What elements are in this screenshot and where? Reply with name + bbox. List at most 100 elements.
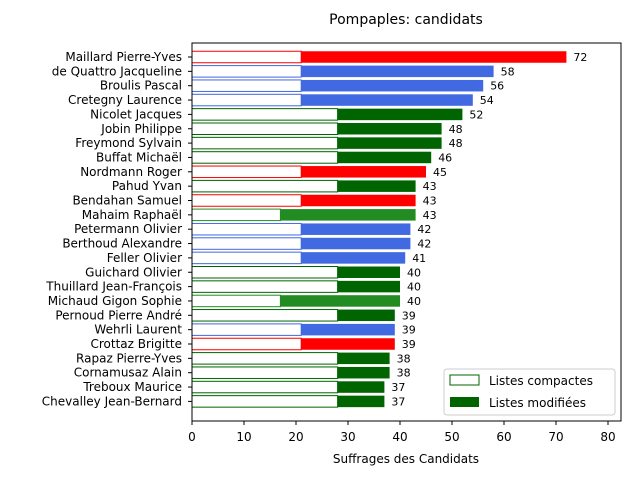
y-tick-label: Wehrli Laurent bbox=[94, 323, 182, 337]
bar-compact bbox=[191, 208, 281, 222]
bar-modified bbox=[301, 252, 406, 264]
value-label: 37 bbox=[391, 395, 405, 408]
legend-label-modified: Listes modifiées bbox=[489, 396, 586, 410]
value-label: 58 bbox=[501, 65, 515, 78]
bar-compact bbox=[191, 395, 339, 408]
y-tick-label: Maillard Pierre-Yves bbox=[65, 50, 182, 64]
value-label: 43 bbox=[423, 209, 437, 222]
bar-compact bbox=[191, 280, 339, 293]
bar-modified bbox=[337, 366, 390, 379]
bar-modified bbox=[301, 323, 395, 336]
x-tick-label: 80 bbox=[600, 430, 615, 444]
bar-modified bbox=[337, 352, 390, 365]
x-tick-label: 50 bbox=[444, 430, 459, 444]
bar-compact bbox=[191, 93, 302, 107]
legend-swatch-modified bbox=[450, 397, 479, 407]
value-labels: 7258565452484846454343434242414040403939… bbox=[391, 51, 587, 408]
value-label: 56 bbox=[490, 80, 504, 93]
y-tick-label: Berthoud Alexandre bbox=[62, 237, 182, 251]
value-label: 42 bbox=[417, 223, 431, 236]
value-label: 72 bbox=[573, 51, 587, 64]
legend-label-compact: Listes compactes bbox=[489, 374, 593, 388]
value-label: 38 bbox=[397, 352, 411, 365]
value-label: 43 bbox=[423, 180, 437, 193]
y-tick-label: Nicolet Jacques bbox=[90, 107, 182, 121]
bar-modified bbox=[337, 280, 400, 293]
value-label: 38 bbox=[397, 367, 411, 380]
legend-swatch-compact bbox=[449, 374, 480, 386]
bar-compact bbox=[191, 352, 339, 365]
bar-compact bbox=[191, 294, 281, 308]
y-tick-label: Bendahan Samuel bbox=[72, 194, 182, 208]
bar-modified bbox=[337, 151, 432, 164]
x-axis-ticks: 0 10 20 30 40 50 60 70 80 bbox=[188, 421, 616, 444]
value-label: 52 bbox=[469, 108, 483, 121]
value-label: 40 bbox=[407, 266, 421, 279]
y-tick-label: Pahud Yvan bbox=[112, 179, 182, 193]
legend: Listes compactes Listes modifiées bbox=[443, 368, 616, 416]
y-tick-label: Mahaim Raphaël bbox=[82, 208, 182, 222]
y-tick-label: Jobin Philippe bbox=[100, 122, 182, 136]
x-tick-label: 20 bbox=[288, 430, 303, 444]
bar-modified bbox=[280, 295, 400, 307]
bar-modified bbox=[337, 309, 395, 322]
bar-compact bbox=[191, 251, 302, 265]
bar-modified bbox=[280, 209, 416, 221]
y-tick-label: Michaud Gigon Sophie bbox=[48, 294, 182, 308]
y-tick-label: Broulis Pascal bbox=[100, 79, 182, 93]
bar-compact bbox=[191, 165, 302, 179]
y-tick-label: Rapaz Pierre-Yves bbox=[76, 351, 182, 365]
plot-frame bbox=[191, 42, 622, 422]
bar-modified bbox=[337, 266, 400, 278]
x-tick-label: 70 bbox=[548, 430, 563, 444]
bar-compact bbox=[191, 266, 339, 279]
bar-modified bbox=[301, 223, 411, 235]
bar-compact bbox=[191, 122, 339, 135]
legend-box bbox=[443, 368, 616, 416]
bar-modified bbox=[301, 94, 473, 106]
value-label: 39 bbox=[402, 309, 416, 322]
bar-compact bbox=[191, 194, 302, 207]
x-tick-label: 30 bbox=[340, 430, 355, 444]
bar-compact bbox=[191, 79, 302, 92]
x-tick-label: 60 bbox=[496, 430, 511, 444]
bar-modified bbox=[337, 123, 442, 135]
bar-compact bbox=[191, 151, 339, 164]
y-tick-label: Guichard Olivier bbox=[85, 265, 182, 279]
value-label: 48 bbox=[449, 137, 463, 150]
x-axis-title: Suffrages des Candidats bbox=[333, 452, 479, 466]
bar-modified bbox=[301, 338, 395, 350]
value-label: 37 bbox=[391, 381, 405, 394]
bar-compact bbox=[191, 337, 302, 351]
bar-modified bbox=[337, 137, 442, 149]
x-tick-label: 40 bbox=[392, 430, 407, 444]
x-tick-label: 0 bbox=[188, 430, 196, 444]
bar-compact bbox=[191, 108, 339, 121]
y-tick-label: Feller Olivier bbox=[107, 251, 182, 265]
value-label: 41 bbox=[412, 252, 426, 265]
bar-compact bbox=[191, 323, 302, 336]
bar-compact bbox=[191, 380, 339, 394]
chart-title: Pompaples: candidats bbox=[329, 12, 483, 28]
y-tick-label: Chevalley Jean-Bernard bbox=[42, 394, 182, 408]
value-label: 42 bbox=[417, 238, 431, 251]
value-label: 39 bbox=[402, 324, 416, 337]
bar-modified bbox=[301, 194, 416, 207]
value-label: 40 bbox=[407, 281, 421, 294]
y-tick-label: Thuillard Jean-François bbox=[45, 280, 182, 294]
y-tick-label: Nordmann Roger bbox=[80, 165, 182, 179]
value-label: 40 bbox=[407, 295, 421, 308]
bar-modified bbox=[301, 79, 484, 92]
bar-modified bbox=[337, 395, 385, 408]
y-tick-label: Freymond Sylvain bbox=[75, 136, 182, 150]
y-tick-label: Cornamusaz Alain bbox=[74, 366, 182, 380]
bar-modified bbox=[301, 65, 494, 78]
bar-modified bbox=[301, 51, 567, 63]
value-label: 43 bbox=[423, 195, 437, 208]
bar-modified bbox=[337, 381, 385, 393]
y-tick-label: Crottaz Brigitte bbox=[90, 337, 182, 351]
value-label: 48 bbox=[449, 123, 463, 136]
bar-compact bbox=[191, 136, 339, 150]
bar-compact bbox=[191, 366, 339, 379]
